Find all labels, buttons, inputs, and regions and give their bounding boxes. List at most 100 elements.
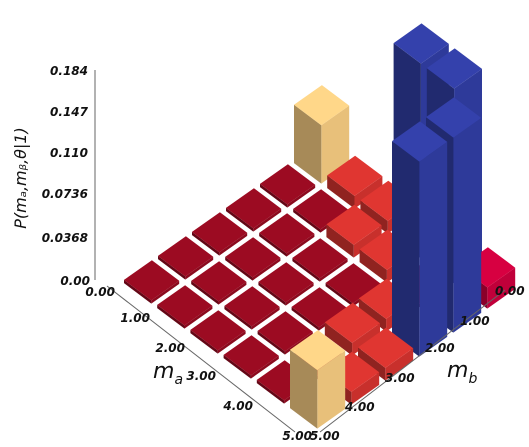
tall-bar-9 <box>294 85 350 184</box>
floor-bar-8 <box>259 213 315 257</box>
z-tick-extra: 0.0736 <box>42 187 88 201</box>
tall-bar-face-side <box>326 224 354 258</box>
floor-bar-face-top <box>223 335 279 376</box>
floor-bar-face-side <box>224 305 252 330</box>
tall-bar-face-top <box>392 121 448 162</box>
tall-bar-face-front <box>351 372 380 405</box>
tall-bar-face-side <box>392 141 420 357</box>
ma-axis-label-main: m <box>153 359 174 384</box>
ma-tick-0: 0.00 <box>85 285 115 299</box>
z-tick-2: 0.110 <box>50 146 88 160</box>
z-axis-label: P(mₐ,mᵦ,θ|1) <box>11 127 30 229</box>
floor-bar-face-front <box>286 233 315 257</box>
floor-bar-face-top <box>225 237 281 278</box>
floor-bar-face-front <box>319 258 348 282</box>
floor-bar-face-front <box>184 305 213 329</box>
ma-axis-label: ma <box>153 359 183 388</box>
tall-bar-face-side <box>359 249 387 283</box>
floor-bar-4 <box>260 164 316 208</box>
floor-bar-face-front <box>185 256 214 280</box>
floor-bar-face-top <box>224 286 280 327</box>
floor-bar-face-side <box>256 379 285 404</box>
floor-bar-face-top <box>292 238 348 279</box>
ma-tick-1: 1.00 <box>120 311 150 325</box>
floor-bar-face-top <box>190 310 246 351</box>
floor-bar-14 <box>223 335 279 379</box>
floor-bar-face-side <box>192 231 220 256</box>
mb-tick-5: 5.00 <box>310 429 340 443</box>
mb-tick-4: 4.00 <box>344 400 375 414</box>
floor-bar-face-front <box>287 184 316 208</box>
tall-bar-face-top <box>393 23 449 64</box>
floor-bar-face-side <box>191 280 219 305</box>
mb-tick-0: 0.00 <box>495 284 525 298</box>
tall-bar-face-front <box>321 105 350 184</box>
bars-layer <box>124 23 516 429</box>
floor-bar-face-side <box>226 207 254 232</box>
floor-bar-face-side <box>225 256 253 281</box>
floor-bar-3 <box>226 188 282 232</box>
floor-bar-face-front <box>253 208 282 232</box>
floor-bar-face-side <box>259 232 287 257</box>
ma-tick-3: 3.00 <box>186 369 216 383</box>
floor-bar-face-top <box>258 262 314 303</box>
ma-tick-2: 2.00 <box>155 341 185 355</box>
labels-layer: 0.00 0.0368 0.0736 0.110 0.147 0.184 0.0… <box>11 64 525 443</box>
floor-bar-11 <box>224 286 280 330</box>
floor-bar-face-side <box>190 329 218 354</box>
floor-bar-face-top <box>157 285 213 326</box>
tall-bar-face-front <box>317 350 346 429</box>
mb-axis-label-sub: b <box>468 371 477 387</box>
tall-bar-face-top <box>326 204 382 245</box>
floor-bar-0 <box>124 260 180 304</box>
ma-axis-line <box>106 285 296 433</box>
tall-bar-face-front <box>385 348 414 381</box>
tall-bar-face-top <box>290 330 346 371</box>
floor-bar-face-top <box>192 212 248 253</box>
mb-axis-label: mb <box>447 358 477 387</box>
ma-tick-4: 4.00 <box>222 399 253 413</box>
z-tick-1: 0.0368 <box>42 231 88 245</box>
floor-bar-2 <box>192 212 248 256</box>
z-tick-4: 0.184 <box>50 64 88 78</box>
floor-bar-face-top <box>191 261 247 302</box>
floor-bar-face-top <box>158 236 214 277</box>
floor-bar-face-side <box>291 306 319 331</box>
tall-bar-face-top <box>324 302 380 343</box>
floor-bar-face-side <box>223 354 251 379</box>
floor-bar-face-side <box>293 208 321 233</box>
floor-bar-face-front <box>250 355 279 379</box>
floor-bar-face-front <box>252 257 281 281</box>
floor-bar-face-side <box>292 257 320 282</box>
ma-tick-5: 5.00 <box>282 429 312 443</box>
floor-bar-face-side <box>124 279 152 304</box>
floor-bar-12 <box>258 262 314 306</box>
floor-bar-5 <box>157 285 213 329</box>
ma-axis-label-sub: a <box>174 372 183 388</box>
mb-axis-line <box>319 289 506 433</box>
floor-bar-face-front <box>151 280 180 304</box>
floor-bar-face-top <box>226 188 282 229</box>
floor-bar-face-side <box>257 330 285 355</box>
tall-bar-face-top <box>426 97 482 138</box>
floor-bar-1 <box>158 236 214 280</box>
floor-bar-face-front <box>217 330 246 354</box>
tall-bar-face-side <box>294 104 322 184</box>
mb-tick-1: 1.00 <box>460 314 490 328</box>
z-tick-3: 0.147 <box>50 105 89 119</box>
mb-tick-2: 2.00 <box>425 341 455 355</box>
axes-layer <box>94 70 506 433</box>
z-tick-0: 0.00 <box>60 274 90 288</box>
floor-bar-13 <box>292 238 348 282</box>
floor-bar-face-front <box>251 306 280 330</box>
floor-bar-face-top <box>259 213 315 254</box>
tall-bar-face-side <box>327 175 355 209</box>
tall-bar-face-front <box>419 141 448 357</box>
floor-bar-face-top <box>124 260 180 301</box>
tall-bar-face-top <box>327 155 383 196</box>
floor-bar-face-front <box>285 282 314 306</box>
tall-bar-face-side <box>290 349 318 429</box>
tall-bar-13 <box>392 121 448 357</box>
floor-bar-face-side <box>260 183 288 208</box>
